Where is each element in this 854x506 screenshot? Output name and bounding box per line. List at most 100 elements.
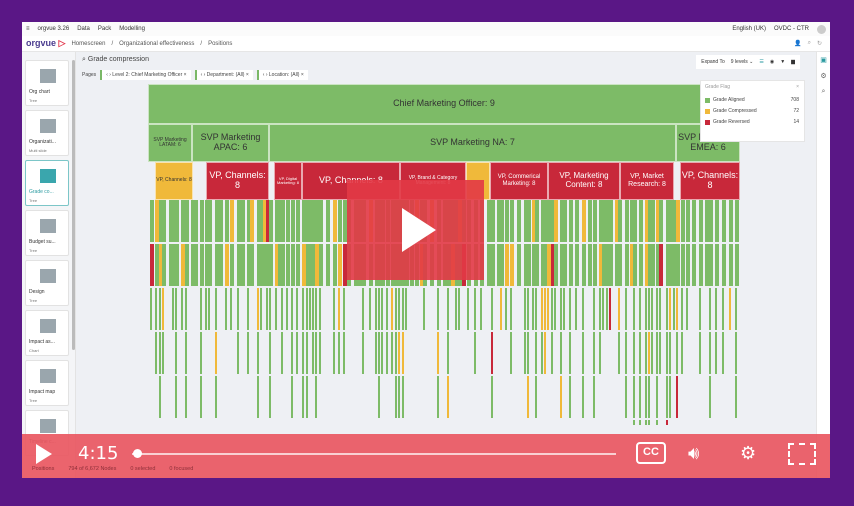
card-label: Budget su... bbox=[29, 239, 56, 245]
filter-level2[interactable]: ‹ › Level 2: Chief Marketing Officer × bbox=[100, 70, 191, 80]
users-icon[interactable]: 👤 bbox=[794, 41, 802, 47]
treemap-node[interactable]: SVP Marketing LATAM: 6 bbox=[148, 124, 192, 162]
treemap-node[interactable]: VP, Channels: 8 bbox=[206, 162, 269, 200]
sidebar: Org chart Tree Organizati... Multi slide Gra… bbox=[22, 52, 76, 478]
treemap-node[interactable]: VP, Marketing Content: 8 bbox=[548, 162, 620, 200]
filter-department[interactable]: ‹ › Department: (All) × bbox=[194, 70, 253, 80]
menu-bar: ≡ orgvue 3.26 Data Pack Modelling Englis… bbox=[22, 22, 830, 36]
expand-label: Expand To bbox=[701, 59, 725, 65]
legend-swatch bbox=[705, 97, 710, 103]
sidebar-card[interactable]: Organizati... Multi slide bbox=[25, 110, 69, 156]
progress-knob[interactable] bbox=[132, 449, 142, 458]
sidebar-scrollbar[interactable] bbox=[72, 60, 75, 350]
captions-icon[interactable]: CC bbox=[636, 442, 666, 464]
card-type: Tree bbox=[29, 298, 38, 303]
close-icon[interactable]: × bbox=[796, 84, 799, 90]
tree-icon[interactable]: ☰ bbox=[759, 59, 764, 65]
legend-swatch bbox=[705, 119, 710, 125]
view-thumbnail bbox=[40, 69, 56, 83]
legend-swatch bbox=[705, 108, 710, 114]
avatar[interactable] bbox=[817, 24, 826, 34]
grade-flag-legend: Grade Flag × Grade Aligned 708 Grade Compr… bbox=[700, 80, 805, 142]
video-controls: 4:15 CC 🔊︎ ⚙ bbox=[22, 434, 830, 478]
legend-label: Grade Aligned bbox=[713, 97, 745, 103]
treemap-node[interactable]: VP, Commerical Marketing: 8 bbox=[490, 162, 548, 200]
card-type: Multi slide bbox=[29, 148, 47, 153]
refresh-icon[interactable]: ↻ bbox=[816, 41, 822, 47]
right-toolbar: ▣ ⚙ ⌕ bbox=[816, 52, 830, 478]
settings-icon[interactable]: ⚙ bbox=[740, 443, 757, 463]
view-thumbnail bbox=[40, 119, 56, 133]
filter-location[interactable]: ‹ › Location: (All) × bbox=[256, 70, 308, 80]
card-label: Organizati... bbox=[29, 139, 56, 145]
legend-count: 72 bbox=[793, 108, 799, 114]
card-type: Tree bbox=[29, 248, 38, 253]
progress-bar[interactable] bbox=[132, 453, 616, 455]
legend-item[interactable]: Grade Reversed 14 bbox=[705, 119, 799, 125]
expand-select[interactable]: 9 levels ⌄ bbox=[730, 59, 754, 65]
legend-label: Grade Reversed bbox=[713, 119, 750, 125]
filter-icon[interactable]: ▼ bbox=[780, 59, 786, 65]
treemap-node[interactable]: Chief Marketing Officer: 9 bbox=[148, 84, 740, 124]
play-icon[interactable] bbox=[36, 444, 52, 464]
legend-label: Grade Compressed bbox=[713, 108, 757, 114]
search-icon[interactable]: ⌕ bbox=[807, 40, 811, 46]
current-time: 4:15 bbox=[78, 443, 119, 464]
view-thumbnail bbox=[40, 269, 56, 283]
tenant-select[interactable]: OVDC - CTR bbox=[774, 26, 809, 32]
sidebar-card[interactable]: Grade co... Tree bbox=[25, 160, 69, 206]
orgvue-logo[interactable]: orgvue ▷ bbox=[26, 38, 66, 48]
card-type: Tree bbox=[29, 98, 38, 103]
breadcrumb-homescreen[interactable]: Homescreen bbox=[71, 40, 106, 47]
card-label: Grade co... bbox=[29, 189, 54, 195]
status-selected: 0 selected bbox=[130, 466, 156, 472]
card-type: Chart bbox=[29, 348, 39, 353]
panel-icon[interactable]: ▣ bbox=[820, 57, 827, 64]
view-thumbnail bbox=[40, 419, 56, 433]
menu-modelling[interactable]: Modelling bbox=[119, 26, 145, 32]
sidebar-card[interactable]: Impact as... Chart bbox=[25, 310, 69, 356]
search-icon[interactable]: ⌕ bbox=[821, 88, 826, 95]
card-type: Tree bbox=[29, 398, 38, 403]
view-thumbnail bbox=[40, 369, 56, 383]
comment-icon[interactable]: ▆ bbox=[791, 59, 795, 65]
legend-item[interactable]: Grade Aligned 708 bbox=[705, 97, 799, 103]
treemap-node[interactable]: SVP Marketing APAC: 6 bbox=[192, 124, 269, 162]
view-toolbar: Expand To 9 levels ⌄ ☰ ◉ ▼ ▆ bbox=[696, 55, 800, 69]
card-label: Impact map bbox=[29, 389, 56, 395]
treemap-node[interactable]: VP, Channels: 8 bbox=[155, 162, 193, 200]
breadcrumb-project[interactable]: Organizational effectiveness bbox=[119, 40, 195, 47]
card-label: Org chart bbox=[29, 89, 50, 95]
view-search[interactable]: ⌕ Grade compression bbox=[82, 56, 149, 63]
fullscreen-icon[interactable] bbox=[788, 443, 816, 465]
pages-label: Pages bbox=[82, 72, 97, 78]
view-thumbnail bbox=[40, 319, 56, 333]
big-play-button[interactable] bbox=[347, 180, 484, 280]
gear-icon[interactable]: ⚙ bbox=[820, 73, 827, 80]
language-select[interactable]: English (UK) bbox=[732, 26, 766, 32]
sidebar-card[interactable]: Impact map Tree bbox=[25, 360, 69, 406]
status-bar: Positions 794 of 6,672 Nodes 0 selected … bbox=[22, 466, 193, 472]
menu-pack[interactable]: Pack bbox=[97, 26, 112, 32]
legend-item[interactable]: Grade Compressed 72 bbox=[705, 108, 799, 114]
volume-icon[interactable]: 🔊︎ bbox=[688, 443, 700, 463]
view-thumbnail bbox=[40, 219, 56, 233]
menu-data[interactable]: Data bbox=[77, 26, 90, 32]
breadcrumb: orgvue ▷ Homescreen / Organizational effe… bbox=[22, 36, 830, 52]
treemap-node[interactable]: VP, Channels: 8 bbox=[680, 162, 740, 200]
app-version: orgvue 3.26 bbox=[37, 26, 70, 32]
page-filters: Pages ‹ › Level 2: Chief Marketing Offic… bbox=[82, 70, 308, 80]
treemap-node[interactable]: VP, Digital Marketing: 8 bbox=[274, 162, 302, 200]
sidebar-card[interactable]: Design Tree bbox=[25, 260, 69, 306]
treemap-node[interactable]: VP, Market Research: 8 bbox=[620, 162, 674, 200]
card-type: Tree bbox=[29, 198, 38, 203]
breadcrumb-dataset[interactable]: Positions bbox=[208, 40, 233, 47]
view-thumbnail bbox=[40, 169, 56, 183]
treemap-node[interactable]: SVP Marketing NA: 7 bbox=[269, 124, 676, 162]
globe-icon[interactable]: ◉ bbox=[769, 59, 775, 65]
menu-icon[interactable]: ≡ bbox=[26, 26, 30, 32]
card-label: Design bbox=[29, 289, 45, 295]
sidebar-card[interactable]: Budget su... Tree bbox=[25, 210, 69, 256]
status-focused: 0 focused bbox=[169, 466, 194, 472]
sidebar-card[interactable]: Org chart Tree bbox=[25, 60, 69, 106]
